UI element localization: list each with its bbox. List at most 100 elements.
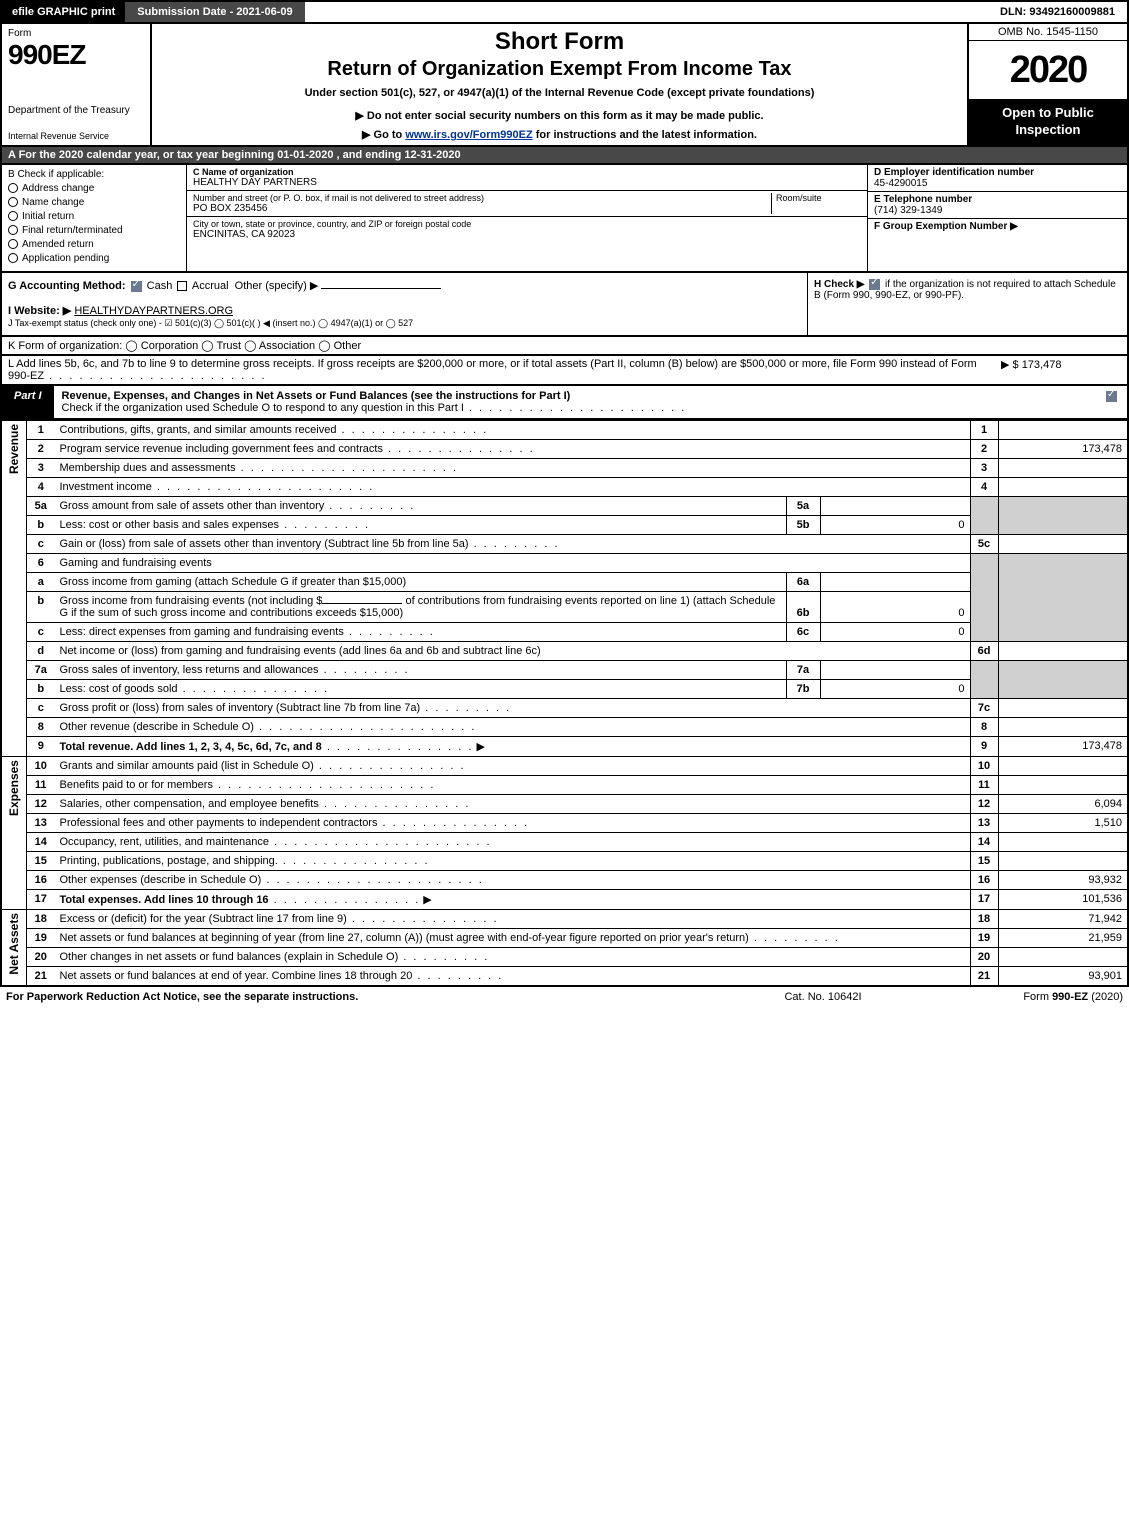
side-ln: 8 (970, 718, 998, 737)
amount-cell (998, 459, 1128, 478)
amount-cell (998, 478, 1128, 497)
side-ln: 21 (970, 967, 998, 987)
ck-initial-return[interactable]: Initial return (8, 211, 180, 222)
form-word: Form (8, 28, 144, 39)
amount-cell (998, 757, 1128, 776)
line-desc: Program service revenue including govern… (55, 440, 971, 459)
line-num: 13 (27, 814, 55, 833)
line-num: 15 (27, 852, 55, 871)
form-header: Form 990EZ Department of the Treasury In… (0, 24, 1129, 147)
line-desc: Less: cost of goods sold (55, 680, 787, 699)
ck-address-change[interactable]: Address change (8, 183, 180, 194)
box-f: F Group Exemption Number ▶ (868, 219, 1127, 234)
box-b: B Check if applicable: Address change Na… (2, 165, 187, 271)
g-other: Other (specify) ▶ (235, 280, 319, 292)
table-row: c Less: direct expenses from gaming and … (1, 623, 1128, 642)
website-link[interactable]: HEALTHYDAYPARTNERS.ORG (74, 305, 233, 317)
side-ln: 7c (970, 699, 998, 718)
amount-cell (998, 421, 1128, 440)
line-desc: Salaries, other compensation, and employ… (55, 795, 971, 814)
radio-icon (8, 211, 18, 221)
side-ln: 3 (970, 459, 998, 478)
checkbox-schedule-o-icon (1106, 391, 1117, 402)
g-cash: Cash (147, 280, 173, 292)
efile-print-button[interactable]: efile GRAPHIC print (2, 2, 125, 22)
line-num: 17 (27, 890, 55, 910)
table-row: a Gross income from gaming (attach Sched… (1, 573, 1128, 592)
part1-title: Revenue, Expenses, and Changes in Net As… (54, 386, 1096, 418)
phone-value: (714) 329-1349 (874, 205, 942, 216)
submission-date: Submission Date - 2021-06-09 (125, 2, 304, 22)
title-return: Return of Organization Exempt From Incom… (160, 58, 959, 81)
side-ln: 16 (970, 871, 998, 890)
table-row: 16 Other expenses (describe in Schedule … (1, 871, 1128, 890)
line-num: 8 (27, 718, 55, 737)
part1-header: Part I Revenue, Expenses, and Changes in… (0, 386, 1129, 420)
expenses-section-label: Expenses (1, 757, 27, 910)
ck-label: Final return/terminated (22, 225, 123, 236)
box-e-label: E Telephone number (874, 194, 972, 205)
street-address: PO BOX 235456 (193, 203, 771, 214)
checkbox-cash-icon[interactable] (131, 281, 142, 292)
line-num: b (27, 592, 55, 623)
grey-cell (998, 661, 1128, 699)
irs-link[interactable]: www.irs.gov/Form990EZ (405, 129, 532, 141)
side-ln: 1 (970, 421, 998, 440)
room-suite-label: Room/suite (771, 193, 861, 214)
line-num: 11 (27, 776, 55, 795)
amount-cell: 71,942 (998, 910, 1128, 929)
ck-label: Initial return (22, 211, 74, 222)
line-num: 1 (27, 421, 55, 440)
fundraising-input[interactable] (322, 603, 402, 604)
g-other-input[interactable] (321, 288, 441, 289)
amount-cell: 1,510 (998, 814, 1128, 833)
table-row: 20 Other changes in net assets or fund b… (1, 948, 1128, 967)
ck-name-change[interactable]: Name change (8, 197, 180, 208)
table-row: 14 Occupancy, rent, utilities, and maint… (1, 833, 1128, 852)
box-f-label: F Group Exemption Number ▶ (874, 221, 1018, 232)
table-row: b Less: cost or other basis and sales ex… (1, 516, 1128, 535)
line-l-amount: ▶ $ 173,478 (1001, 358, 1121, 382)
ck-final-return[interactable]: Final return/terminated (8, 225, 180, 236)
radio-icon (8, 239, 18, 249)
part1-checkbox[interactable] (1096, 386, 1127, 418)
amount-cell (998, 852, 1128, 871)
line-num: c (27, 623, 55, 642)
tax-year: 2020 (969, 41, 1127, 99)
sub-ln: 7a (786, 661, 820, 680)
ck-application-pending[interactable]: Application pending (8, 253, 180, 264)
ck-label: Address change (22, 183, 94, 194)
box-def: D Employer identification number 45-4290… (867, 165, 1127, 271)
table-row: 9 Total revenue. Add lines 1, 2, 3, 4, 5… (1, 737, 1128, 757)
grey-cell (998, 554, 1128, 642)
irs-label: Internal Revenue Service (8, 131, 144, 141)
line-desc: Professional fees and other payments to … (55, 814, 971, 833)
amount-cell: 93,932 (998, 871, 1128, 890)
table-row: Net Assets 18 Excess or (deficit) for th… (1, 910, 1128, 929)
box-e: E Telephone number (714) 329-1349 (868, 192, 1127, 219)
sub-val: 0 (820, 623, 970, 642)
open-to-public: Open to Public Inspection (969, 99, 1127, 145)
addr-label: Number and street (or P. O. box, if mail… (193, 193, 771, 203)
goto-pre: ▶ Go to (362, 129, 405, 141)
table-row: 7a Gross sales of inventory, less return… (1, 661, 1128, 680)
ck-amended-return[interactable]: Amended return (8, 239, 180, 250)
line-num: 2 (27, 440, 55, 459)
g-label: G Accounting Method: (8, 280, 126, 292)
line-desc: Grants and similar amounts paid (list in… (55, 757, 971, 776)
checkbox-accrual-icon[interactable] (177, 281, 187, 291)
checkbox-h-icon[interactable] (869, 279, 880, 290)
omb-number: OMB No. 1545-1150 (969, 24, 1127, 41)
org-name: HEALTHY DAY PARTNERS (193, 177, 861, 188)
city-state-zip: ENCINITAS, CA 92023 (193, 229, 861, 240)
line-num: a (27, 573, 55, 592)
table-row: 13 Professional fees and other payments … (1, 814, 1128, 833)
table-row: 19 Net assets or fund balances at beginn… (1, 929, 1128, 948)
line-desc: Less: direct expenses from gaming and fu… (55, 623, 787, 642)
table-row: 3 Membership dues and assessments 3 (1, 459, 1128, 478)
line-desc: Net income or (loss) from gaming and fun… (55, 642, 971, 661)
amount-cell: 101,536 (998, 890, 1128, 910)
table-row: 2 Program service revenue including gove… (1, 440, 1128, 459)
goto-post: for instructions and the latest informat… (533, 129, 757, 141)
line-num: 4 (27, 478, 55, 497)
